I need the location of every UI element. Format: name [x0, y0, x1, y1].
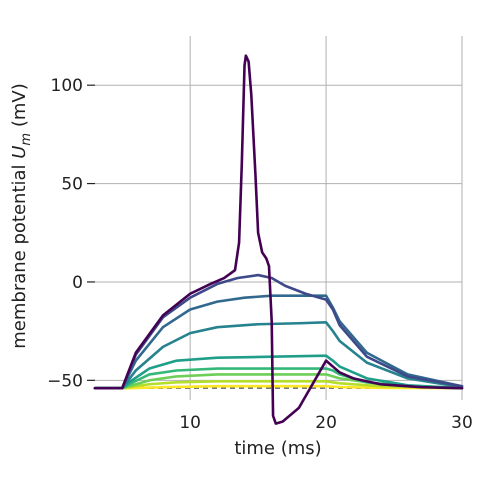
- y-axis-label: membrane potential Um (mV): [9, 83, 34, 348]
- y-tick-label: 100: [51, 76, 83, 96]
- grid: [95, 36, 463, 400]
- y-tick-label: 50: [61, 175, 83, 195]
- y-axis-label-symbol: U: [9, 146, 30, 159]
- x-tick-label: 30: [451, 413, 473, 433]
- series-line-9: [93, 54, 464, 425]
- y-tick-labels: −50 0 50 100: [47, 76, 95, 391]
- y-axis-label-main: membrane potential: [9, 159, 30, 349]
- x-tick-label: 10: [179, 413, 201, 433]
- x-axis-label: time (ms): [234, 438, 321, 459]
- series-layer: [93, 54, 464, 425]
- series-line-6: [93, 320, 464, 390]
- x-tick-labels: 10 20 30: [179, 413, 472, 433]
- y-axis-label-unit: (mV): [9, 83, 30, 133]
- y-axis-label-subscript: m: [19, 133, 34, 146]
- y-tick-label: −50: [47, 371, 83, 391]
- y-tick-label: 0: [72, 273, 83, 293]
- x-tick-label: 20: [315, 413, 337, 433]
